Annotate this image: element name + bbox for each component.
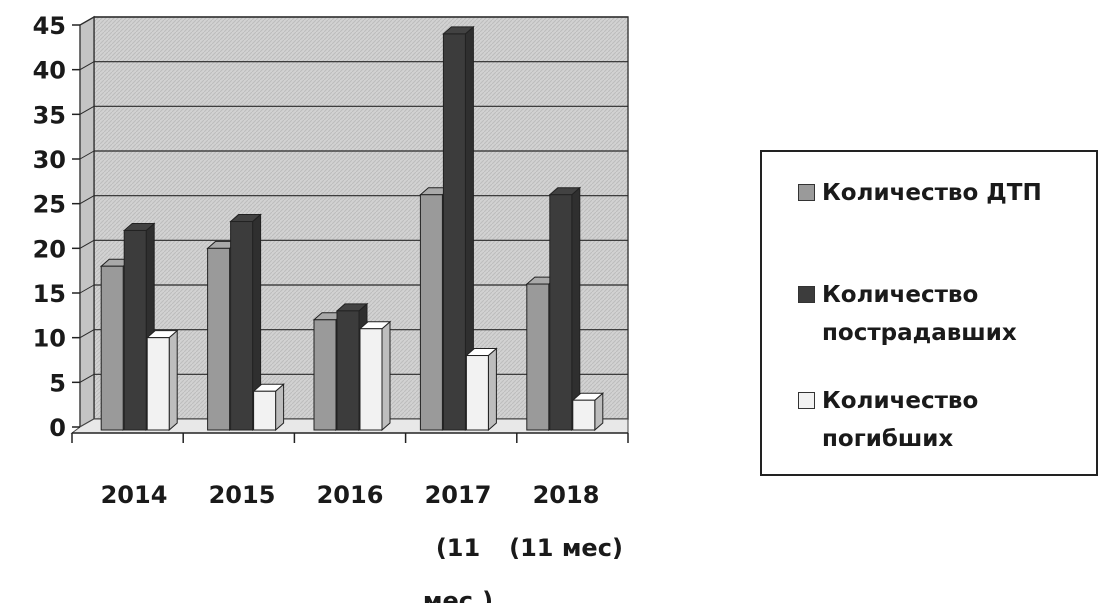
gridline-side [79,16,95,26]
x-category-label: (11 [436,534,480,562]
gridline-side [79,105,95,115]
plot-side-wall [79,15,95,429]
gridline-side [79,373,95,383]
legend: Количество ДТП Количество пострадавших К… [760,150,1098,476]
legend-item-injured: Количество пострадавших [798,276,1082,352]
legend-label-killed-line1: Количество [822,388,979,414]
legend-label-killed-line2: погибших [822,426,954,452]
legend-swatch-accidents [798,184,815,201]
legend-swatch-injured [798,286,815,303]
bar-injured [442,25,475,432]
bar-injured [548,186,582,432]
legend-swatch-killed [798,392,815,409]
y-tick-label: 0 [49,414,66,442]
y-tick-label: 45 [33,12,66,40]
y-tick-label: 30 [33,146,66,174]
bar-killed [571,392,605,432]
x-category-label: (11 мес) [509,534,623,562]
gridline-side [79,284,95,294]
y-tick-label: 20 [33,235,66,263]
gridline-side [79,195,95,205]
x-category-label: 2017 [425,481,492,509]
legend-label-injured-line2: пострадавших [822,320,1017,346]
x-category-label: 2014 [101,481,168,509]
y-tick-label: 25 [33,191,66,219]
bar-killed [145,329,179,432]
legend-item-accidents: Количество ДТП [798,174,1082,212]
y-tick-label: 10 [33,325,66,353]
bar-killed [252,383,285,432]
bar-injured [229,213,262,432]
y-tick-label: 40 [33,57,66,85]
gridline-side [79,150,95,160]
gridline-side [79,239,95,249]
legend-label-accidents: Количество ДТП [822,180,1042,206]
bar-killed [358,320,392,432]
gridline-side [79,329,95,339]
y-tick-label: 5 [49,369,66,397]
y-tick-label: 35 [33,101,66,129]
x-category-label: 2016 [317,481,384,509]
x-category-label: мес.) [423,587,493,603]
legend-label-injured-line1: Количество [822,282,979,308]
x-category-label: 2018 [533,481,600,509]
x-category-label: 2015 [209,481,276,509]
legend-item-killed: Количество погибших [798,382,1082,458]
bar-killed [465,347,498,432]
y-tick-label: 15 [33,280,66,308]
gridline-side [79,61,95,71]
